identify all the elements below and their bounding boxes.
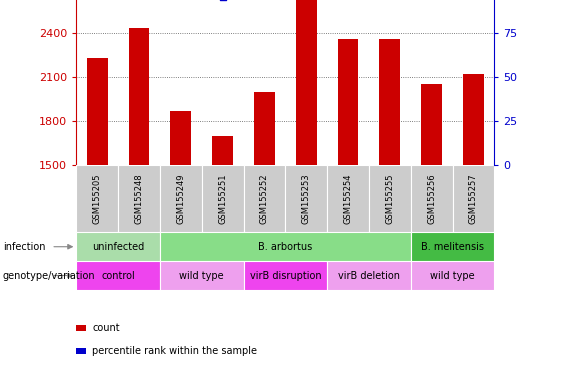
Text: count: count (92, 323, 120, 333)
Text: GSM155248: GSM155248 (134, 174, 144, 224)
Text: GSM155251: GSM155251 (218, 174, 227, 224)
Bar (160, 165, 202, 232)
Bar (171, 111, 191, 165)
Bar (87, 58, 107, 165)
Bar (338, 38, 359, 165)
Text: GSM155255: GSM155255 (385, 174, 394, 224)
Text: B. melitensis: B. melitensis (421, 242, 484, 252)
Bar (76, 261, 160, 290)
Bar (327, 165, 369, 232)
Text: B. arbortus: B. arbortus (258, 242, 312, 252)
Bar (463, 74, 484, 165)
Bar (411, 232, 494, 261)
Text: GSM155205: GSM155205 (93, 174, 102, 224)
Bar (160, 232, 411, 261)
Bar (118, 165, 160, 232)
Bar (327, 261, 411, 290)
Text: GSM155249: GSM155249 (176, 174, 185, 224)
Text: wild type: wild type (180, 270, 224, 281)
Text: control: control (101, 270, 135, 281)
Bar (129, 28, 149, 165)
Bar (453, 165, 494, 232)
Text: GSM155254: GSM155254 (344, 174, 353, 224)
Bar (202, 165, 244, 232)
Bar (76, 165, 118, 232)
Bar (285, 165, 327, 232)
Bar (380, 38, 400, 165)
Bar (160, 261, 244, 290)
Text: GSM155253: GSM155253 (302, 174, 311, 224)
Text: infection: infection (3, 242, 45, 252)
Bar (76, 232, 160, 261)
Text: virB disruption: virB disruption (250, 270, 321, 281)
Bar (296, 0, 316, 165)
Bar (244, 261, 327, 290)
Text: GSM155257: GSM155257 (469, 174, 478, 224)
Text: uninfected: uninfected (92, 242, 144, 252)
Bar (411, 165, 453, 232)
Text: GSM155252: GSM155252 (260, 174, 269, 224)
Bar (254, 91, 275, 165)
Bar (421, 84, 442, 165)
Bar (369, 165, 411, 232)
Text: GSM155256: GSM155256 (427, 174, 436, 224)
Text: wild type: wild type (431, 270, 475, 281)
Bar (411, 261, 494, 290)
Text: percentile rank within the sample: percentile rank within the sample (92, 346, 257, 356)
Bar (244, 165, 285, 232)
Text: virB deletion: virB deletion (338, 270, 400, 281)
Bar (212, 136, 233, 165)
Text: genotype/variation: genotype/variation (3, 270, 95, 281)
